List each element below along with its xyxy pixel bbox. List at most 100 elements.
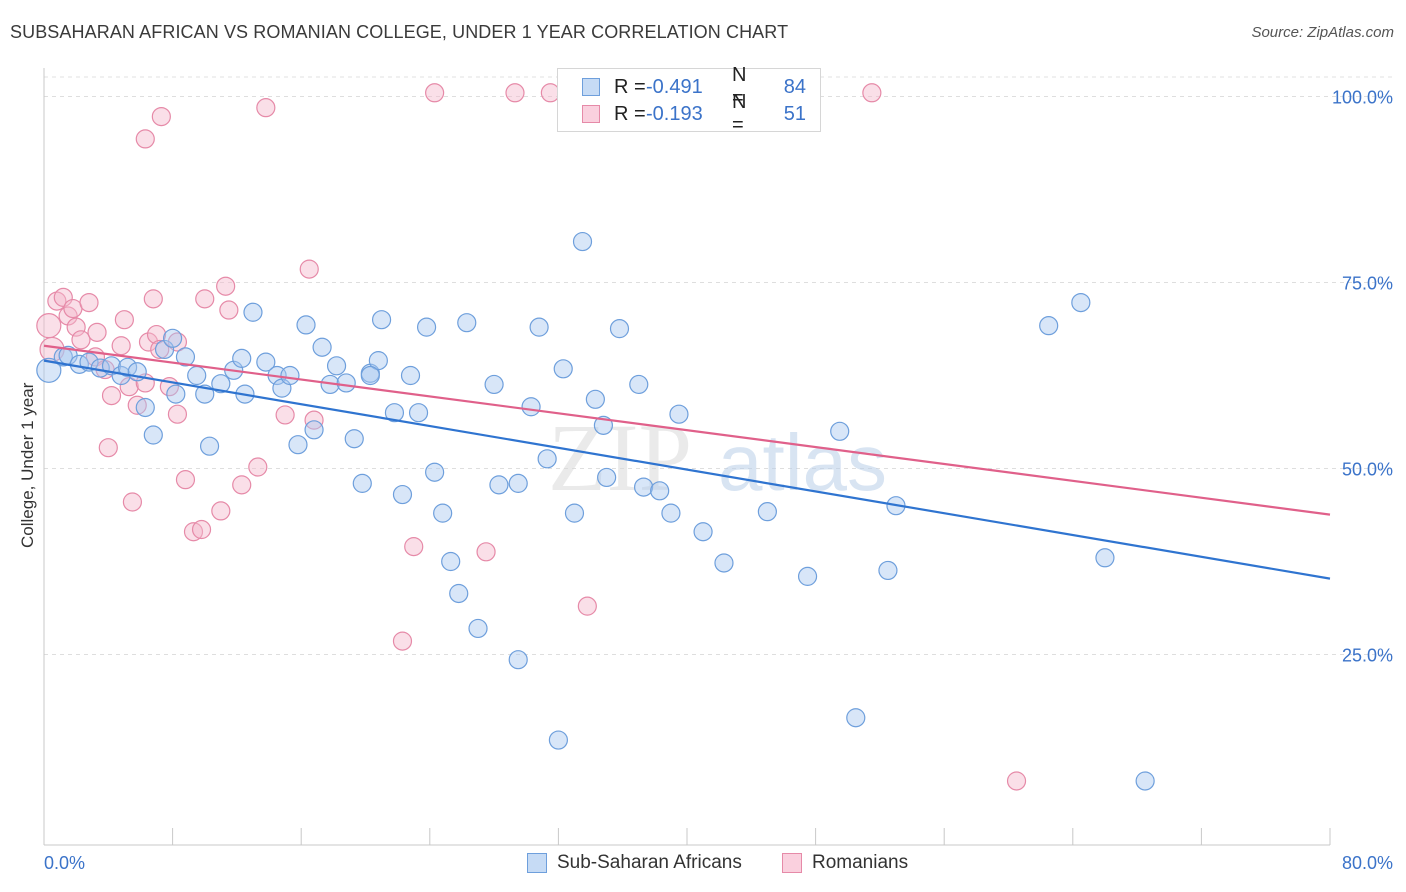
data-point-romanians: [151, 106, 171, 127]
data-point-sub-saharan: [629, 374, 649, 395]
data-point-sub-saharan: [368, 351, 388, 371]
legend-n-label: N =: [732, 91, 747, 136]
data-point-sub-saharan: [714, 553, 734, 573]
data-point-romanians: [299, 259, 319, 279]
legend-n-value: 51: [783, 102, 806, 125]
watermark-atlas: atlas: [718, 418, 887, 507]
axes: [43, 68, 1331, 846]
data-point-sub-saharan: [175, 347, 196, 367]
data-point-romanians: [195, 289, 215, 309]
trend-line-romanians: [43, 344, 1331, 516]
y-axis-label: College, Under 1 year: [18, 382, 37, 548]
legend-item-romanians[interactable]: Romanians: [782, 852, 908, 874]
data-point-romanians: [476, 542, 496, 562]
data-point-sub-saharan: [846, 708, 866, 728]
data-point-sub-saharan: [669, 404, 689, 424]
data-point-sub-saharan: [280, 365, 300, 386]
data-point-romanians: [98, 438, 118, 458]
data-point-sub-saharan: [468, 618, 488, 639]
data-point-sub-saharan: [199, 436, 220, 456]
data-point-sub-saharan: [1135, 771, 1155, 791]
data-point-romanians: [862, 83, 882, 103]
data-point-romanians: [1006, 771, 1027, 791]
data-point-sub-saharan: [304, 420, 324, 440]
data-point-romanians: [248, 457, 268, 477]
data-point-romanians: [577, 596, 597, 616]
data-point-romanians: [304, 410, 324, 430]
data-point-romanians: [122, 492, 143, 512]
data-point-sub-saharan: [352, 473, 372, 493]
data-point-sub-saharan: [400, 365, 421, 386]
data-point-sub-saharan: [548, 730, 569, 750]
data-point-romanians: [143, 289, 163, 309]
data-point-romanians: [219, 300, 239, 320]
data-point-sub-saharan: [416, 317, 437, 337]
data-point-sub-saharan: [529, 317, 549, 337]
legend-label: Sub-Saharan Africans: [557, 852, 742, 873]
data-point-romanians: [404, 537, 424, 557]
legend-item-sub-saharan[interactable]: Sub-Saharan Africans: [527, 852, 742, 874]
data-point-sub-saharan: [609, 319, 630, 339]
data-point-romanians: [138, 332, 159, 352]
data-point-sub-saharan: [135, 397, 155, 418]
data-point-sub-saharan: [433, 503, 453, 523]
data-point-romanians: [66, 317, 86, 337]
data-point-romanians: [111, 336, 131, 356]
data-point-sub-saharan: [585, 389, 605, 409]
data-point-sub-saharan: [344, 429, 364, 449]
y-tick-label: 50.0%: [1342, 460, 1393, 480]
data-point-romanians: [119, 377, 139, 397]
data-point-sub-saharan: [143, 425, 163, 445]
x-tick-label: 0.0%: [44, 853, 85, 873]
data-point-sub-saharan: [693, 522, 713, 542]
data-point-romanians: [127, 395, 147, 415]
data-point-sub-saharan: [256, 352, 276, 372]
data-point-sub-saharan: [1071, 292, 1091, 313]
legend-r-value: -0.491: [646, 75, 703, 98]
data-point-sub-saharan: [326, 356, 347, 376]
data-point-romanians: [191, 519, 212, 540]
data-point-sub-saharan: [489, 475, 509, 495]
legend-swatch-pink: [782, 853, 802, 873]
data-point-romanians: [175, 470, 196, 490]
source-credit: Source: ZipAtlas.com: [1251, 24, 1394, 41]
data-point-romanians: [146, 324, 167, 345]
chart-title: SUBSAHARAN AFRICAN VS ROMANIAN COLLEGE, …: [10, 22, 789, 42]
data-point-sub-saharan: [360, 365, 380, 386]
data-point-sub-saharan: [166, 384, 186, 404]
data-point-romanians: [216, 276, 236, 296]
data-point-romanians: [114, 310, 134, 330]
legend-swatch-pink: [582, 105, 600, 123]
data-point-romanians: [211, 501, 231, 521]
legend-r-label: R =: [614, 102, 646, 125]
data-point-sub-saharan: [508, 473, 528, 493]
data-point-sub-saharan: [484, 374, 504, 395]
data-point-sub-saharan: [336, 373, 356, 393]
data-point-sub-saharan: [187, 365, 207, 386]
data-point-sub-saharan: [633, 477, 654, 497]
data-point-sub-saharan: [154, 339, 175, 360]
data-point-sub-saharan: [537, 449, 557, 469]
legend-swatch-blue: [527, 853, 547, 873]
series-legend: Sub-Saharan Africans Romanians: [0, 852, 1406, 878]
data-point-sub-saharan: [661, 503, 681, 523]
data-point-romanians: [135, 129, 155, 149]
data-point-sub-saharan: [508, 650, 528, 670]
data-point-sub-saharan: [572, 231, 593, 252]
correlation-legend: R = -0.491 N = 84 R = -0.193 N = 51: [557, 64, 821, 136]
data-point-sub-saharan: [521, 397, 541, 417]
data-point-romanians: [101, 385, 122, 406]
data-point-romanians: [425, 83, 445, 103]
data-point-sub-saharan: [457, 313, 477, 333]
data-point-romanians: [79, 292, 99, 313]
data-point-sub-saharan: [449, 583, 469, 604]
data-point-sub-saharan: [296, 315, 316, 335]
data-point-sub-saharan: [371, 310, 392, 330]
data-point-sub-saharan: [553, 359, 573, 379]
legend-n-value: 84: [783, 75, 806, 98]
data-point-romanians: [87, 322, 107, 342]
legend-label: Romanians: [812, 852, 909, 873]
data-point-sub-saharan: [425, 462, 445, 482]
data-point-romanians: [36, 313, 62, 339]
